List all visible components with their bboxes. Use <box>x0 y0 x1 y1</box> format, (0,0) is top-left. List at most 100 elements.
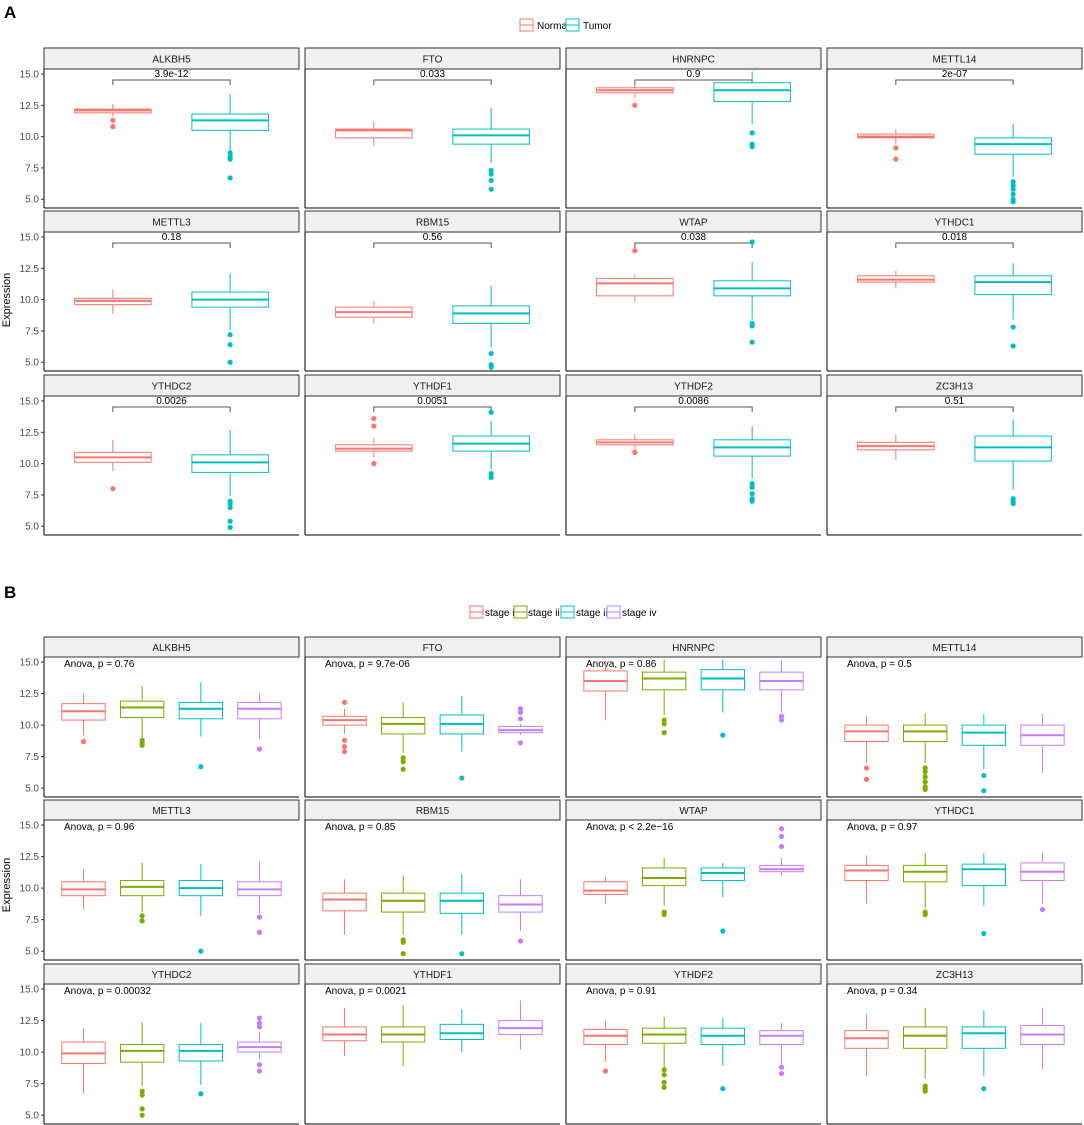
facet-rbm15: RBM15 Anova, p = 0.85 <box>304 799 561 961</box>
box-stage-i <box>583 876 628 904</box>
outlier-point <box>488 186 494 192</box>
outlier-point <box>227 524 233 531</box>
outlier-point <box>517 740 524 746</box>
outlier-point <box>198 948 204 954</box>
box-stage-ii <box>642 659 687 736</box>
anova-label: Anova, p = 0.91 <box>586 986 657 997</box>
facet-title: YTHDF2 <box>674 382 713 393</box>
box-stage-iv <box>759 826 804 876</box>
facet-title: METTL3 <box>152 806 191 817</box>
facet-strip <box>565 210 822 233</box>
outlier-point <box>400 755 406 761</box>
box-iqr <box>178 701 223 720</box>
box-stage-iv <box>498 879 543 944</box>
facet-ythdc2: YTHDC2 5.0 7.5 10.0 12.5 15.0 Anova, p = 0.000… <box>20 963 300 1125</box>
box-normal <box>857 129 935 162</box>
facet-ythdf2: YTHDF2 0.0086 <box>565 374 822 536</box>
facet-ythdf1: YTHDF1 Anova, p = 0.0021 <box>304 963 561 1125</box>
panel-label: B <box>4 583 16 602</box>
outlier-point <box>1010 343 1016 349</box>
outlier-point <box>139 1092 145 1098</box>
box-iqr <box>961 1026 1007 1049</box>
facet-alkbh5: ALKBH5 5.0 7.5 10.0 12.5 15.0 3.9e-12 <box>20 47 300 209</box>
y-tick-label: 15.0 <box>20 70 40 81</box>
box-stage-ii <box>642 1016 687 1091</box>
facet-ythdc2: YTHDC2 5.0 7.5 10.0 12.5 15.0 0.0026 <box>20 374 300 536</box>
box-iqr <box>713 82 791 103</box>
y-tick-label: 7.5 <box>25 326 39 337</box>
legend-label: Normal <box>537 21 569 32</box>
y-tick-label: 7.5 <box>25 1079 39 1090</box>
box-iqr <box>120 880 165 897</box>
box-iqr <box>335 128 413 139</box>
box-iqr <box>596 277 674 297</box>
outlier-point <box>922 765 928 771</box>
facet-title: ALKBH5 <box>152 55 191 66</box>
box-tumor <box>974 124 1052 205</box>
outlier-point <box>110 117 116 123</box>
facet-strip <box>826 47 1083 70</box>
outlier-point <box>110 486 116 492</box>
box-iqr <box>844 724 889 743</box>
facet-mettl3: METTL3 5.0 7.5 10.0 12.5 15.0 0.18 <box>20 210 300 372</box>
outlier-point <box>371 423 377 429</box>
outlier-point <box>778 717 785 723</box>
outlier-point <box>661 1072 667 1078</box>
box-stage-iv <box>237 861 282 935</box>
facet-strip <box>304 636 561 658</box>
box-stage-ii <box>381 875 426 957</box>
outlier-point <box>661 721 667 727</box>
facet-strip <box>304 799 561 821</box>
outlier-point <box>227 504 233 511</box>
outlier-point <box>1010 179 1016 185</box>
facet-title: ZC3H13 <box>936 970 974 981</box>
outlier-point <box>661 1084 667 1091</box>
box-iqr <box>439 1023 484 1040</box>
anova-label: Anova, p = 0.96 <box>64 822 135 833</box>
outlier-point <box>488 177 494 184</box>
p-value-label: 0.033 <box>420 69 445 80</box>
y-tick-label: 12.5 <box>20 852 40 863</box>
outlier-point <box>602 1068 609 1074</box>
outlier-point <box>893 156 899 162</box>
box-stage-i <box>844 716 889 782</box>
facet-title: ALKBH5 <box>152 643 191 654</box>
facet-ythdc1: YTHDC1 Anova, p = 0.97 <box>826 799 1083 961</box>
facet-fto: FTO Anova, p = 9.7e-06 <box>304 636 561 798</box>
outlier-point <box>632 248 638 254</box>
comparison-bracket <box>634 406 753 412</box>
outlier-point <box>198 764 204 770</box>
outlier-point <box>341 743 348 750</box>
comparison-bracket <box>112 242 231 248</box>
box-stage-i <box>322 879 367 935</box>
box-stage-ii <box>903 1007 948 1094</box>
box-iqr <box>759 1030 804 1046</box>
y-tick-label: 10.0 <box>20 459 40 470</box>
outlier-point <box>256 1062 263 1068</box>
outlier-point <box>778 826 785 832</box>
outlier-point <box>632 102 638 108</box>
facet-title: ZC3H13 <box>936 382 974 393</box>
facet-strip <box>43 963 300 985</box>
outlier-point <box>720 1086 726 1092</box>
box-iqr <box>237 701 282 720</box>
box-normal <box>74 289 152 314</box>
box-stage-iv <box>498 706 543 746</box>
p-value-label: 0.18 <box>162 232 182 243</box>
outlier-point <box>922 774 928 780</box>
box-tumor <box>974 263 1052 349</box>
outlier-point <box>749 481 755 487</box>
box-stage-iii <box>700 1018 746 1092</box>
facet-title: WTAP <box>679 806 707 817</box>
outlier-point <box>227 150 233 156</box>
outlier-point <box>863 776 870 782</box>
facet-strip <box>304 963 561 985</box>
box-iqr <box>700 867 746 882</box>
facet-strip <box>565 799 822 821</box>
outlier-point <box>778 1070 785 1077</box>
outlier-point <box>778 843 785 850</box>
outlier-point <box>488 350 494 357</box>
box-iqr <box>903 864 948 883</box>
outlier-point <box>256 1068 263 1074</box>
